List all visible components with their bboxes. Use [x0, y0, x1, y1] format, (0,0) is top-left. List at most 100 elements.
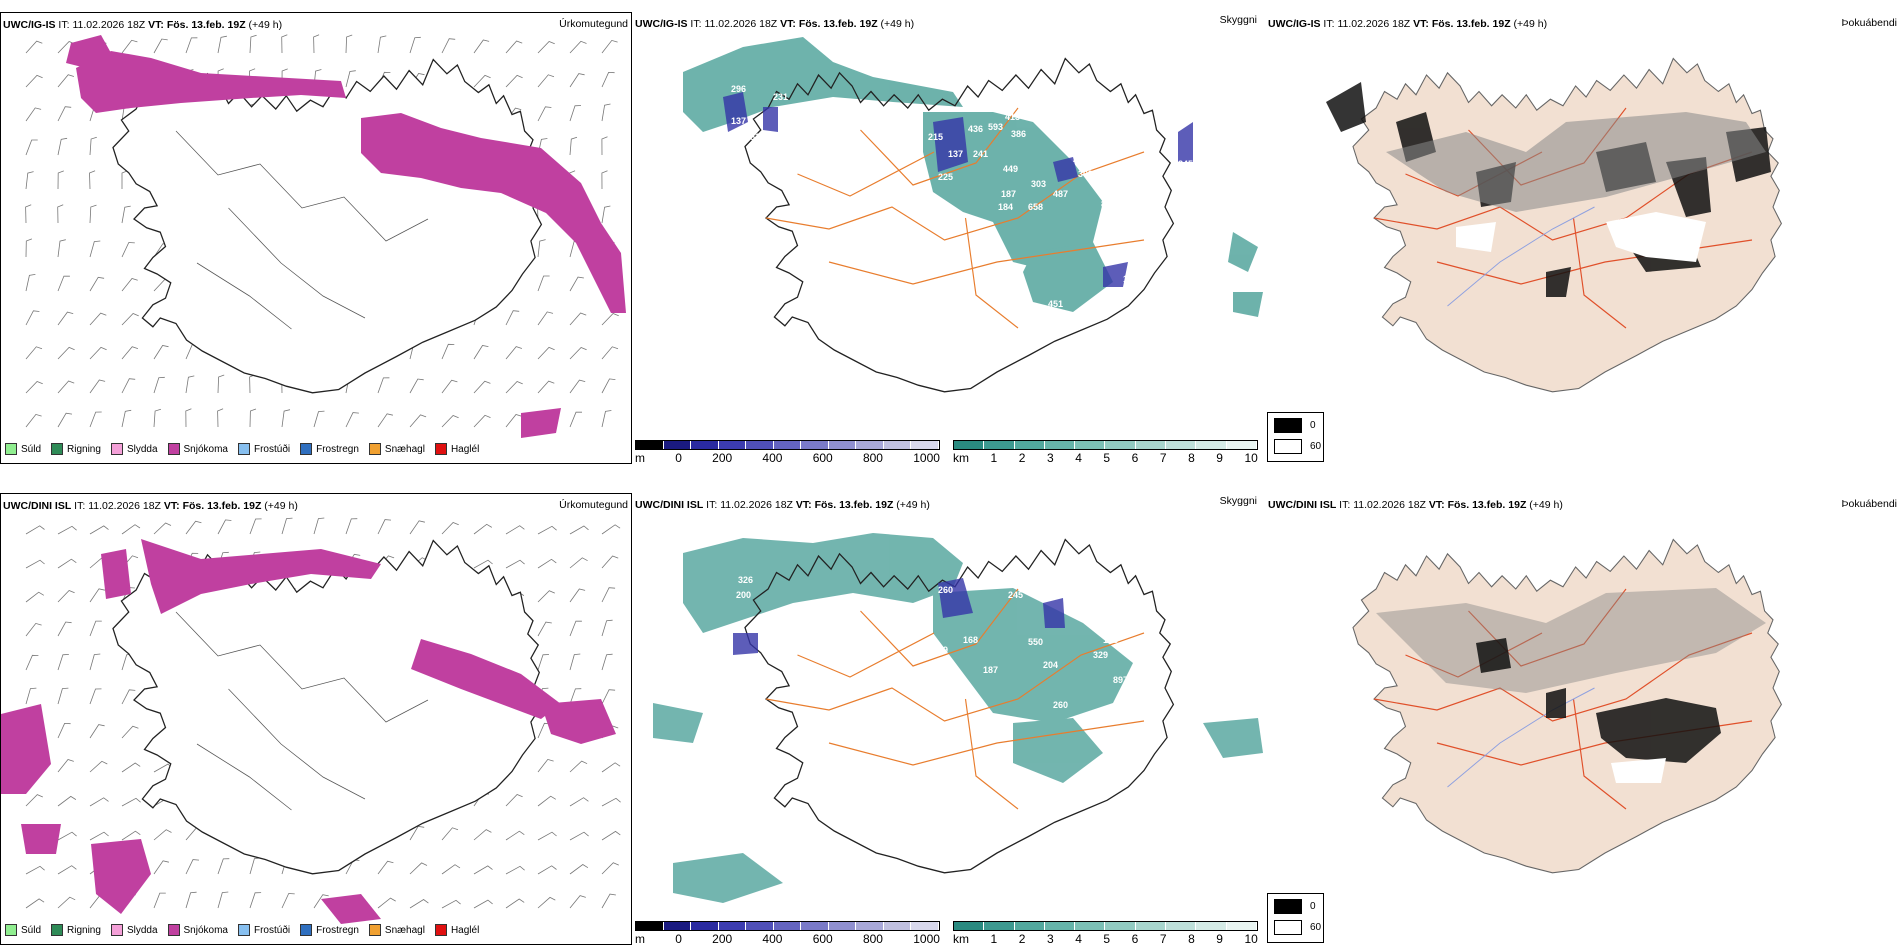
- fog-grey-areas: [1386, 112, 1766, 212]
- wind-barb: [57, 204, 64, 224]
- legend-swatch: [237, 443, 250, 455]
- wind-barb: [217, 519, 232, 535]
- wind-barb: [25, 525, 45, 535]
- wind-barb: [601, 170, 608, 190]
- cloud-base-label: 47: [1083, 770, 1093, 780]
- wind-barb: [89, 620, 102, 637]
- unit-label: km: [953, 451, 969, 464]
- wind-barb: [25, 654, 39, 671]
- wind-barb: [537, 621, 552, 637]
- wind-barb: [409, 378, 424, 394]
- wind-barb: [505, 830, 525, 841]
- legend-swatch: [5, 443, 17, 455]
- wind-barb: [25, 591, 45, 603]
- field-name: Skyggni: [1219, 495, 1257, 507]
- wind-barb: [537, 758, 554, 773]
- precip-panel-row2: UWC/DINI ISL IT: 11.02.2026 18Z VT: Fös.…: [0, 493, 632, 945]
- scale-cell: [663, 922, 692, 930]
- wind-barb: [505, 310, 520, 326]
- wind-barb: [57, 239, 66, 258]
- cloud-base-label: 260: [938, 585, 953, 595]
- scale-cell: [1135, 922, 1167, 930]
- wind-barb: [569, 831, 589, 841]
- wind-barb: [89, 525, 109, 535]
- legend-item: Rigning: [51, 443, 101, 455]
- scale-cell: [1014, 441, 1045, 449]
- wind-barb: [153, 829, 172, 841]
- fog-legend-row2: 0 60: [1267, 893, 1324, 943]
- wind-barb: [601, 71, 615, 88]
- wind-barb: [345, 34, 353, 54]
- wind-barb: [505, 381, 523, 394]
- wind-barb: [57, 896, 76, 909]
- wind-barb: [121, 797, 141, 807]
- visibility-scale: km 1 2 3 4 5 6 7 8 9 10: [953, 440, 1258, 464]
- wind-barb: [25, 346, 43, 360]
- legend-swatch: [434, 443, 447, 455]
- wind-barb: [473, 39, 490, 54]
- wind-barb: [537, 831, 557, 841]
- scale-cell: [954, 922, 985, 930]
- cloud-base-label: 200: [736, 590, 751, 600]
- wind-barb: [473, 865, 493, 875]
- wind-barb: [473, 523, 493, 535]
- wind-barb: [313, 34, 320, 54]
- scale-cell: [773, 441, 802, 449]
- wind-barb: [537, 311, 554, 326]
- wind-barb: [57, 170, 64, 190]
- scale-cell: [984, 441, 1015, 449]
- wind-barb: [601, 136, 608, 156]
- panel-title: UWC/IG-IS IT: 11.02.2026 18Z VT: Fös. 13…: [3, 19, 283, 31]
- panel-title: UWC/DINI ISL IT: 11.02.2026 18Z VT: Fös.…: [1268, 499, 1563, 511]
- cloud-base-labels: 326 200 260 430 245 337 52 168 159 550 148 187 204 14…: [736, 575, 1208, 790]
- snow-areas: [66, 35, 626, 438]
- wind-barb: [217, 374, 225, 394]
- legend-item: Rigning: [51, 924, 101, 936]
- legend-label: Frostregn: [316, 924, 359, 936]
- wind-barb: [409, 414, 427, 428]
- wind-barb: [217, 891, 229, 909]
- wind-barb: [185, 520, 202, 535]
- cloud-base-label: 329: [1093, 650, 1108, 660]
- wind-barb: [377, 860, 394, 875]
- wind-barb: [57, 865, 77, 875]
- wind-barb: [281, 517, 293, 535]
- scale-cell: [828, 441, 857, 449]
- wind-barb: [281, 409, 291, 428]
- cloud-base-label: 137: [731, 116, 746, 126]
- cloud-base-label: 215: [928, 132, 943, 142]
- scale-cell: [663, 441, 692, 449]
- wind-barb: [601, 762, 621, 773]
- cloud-base-label: 204: [1043, 660, 1058, 670]
- cloud-base-label: 413: [1005, 112, 1020, 122]
- legend-swatch: [368, 443, 381, 455]
- legend-label: Slydda: [126, 443, 158, 455]
- wind-barb: [89, 724, 105, 739]
- wind-barb: [25, 794, 43, 807]
- scale-cell: [1196, 441, 1227, 449]
- wind-barb: [121, 378, 136, 394]
- panel-title: UWC/DINI ISL IT: 11.02.2026 18Z VT: Fös.…: [635, 499, 930, 511]
- wind-barb: [89, 204, 97, 224]
- cloud-base-label: 326: [738, 575, 753, 585]
- panel-title: UWC/DINI ISL IT: 11.02.2026 18Z VT: Fös.…: [3, 500, 298, 512]
- wind-barb: [569, 525, 589, 535]
- wind-barb: [569, 557, 588, 569]
- scale-cell: [856, 441, 884, 449]
- unit-label: km: [953, 932, 969, 945]
- wind-barb: [537, 239, 546, 258]
- wind-barb: [121, 278, 138, 292]
- scale-cell: [1166, 441, 1197, 449]
- wind-barb: [121, 762, 141, 773]
- wind-barb: [569, 105, 582, 122]
- wind-barb: [569, 411, 582, 428]
- wind-barb: [121, 346, 139, 360]
- wind-barb: [57, 380, 75, 394]
- scale-cell: [691, 922, 719, 930]
- wind-barb: [25, 310, 40, 326]
- wind-barb: [121, 313, 139, 326]
- scale-cell: [883, 922, 912, 930]
- wind-barb: [473, 829, 492, 841]
- wind-barb: [537, 74, 555, 88]
